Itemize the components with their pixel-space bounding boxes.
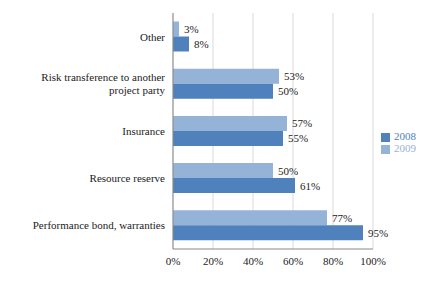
svg-text:3%: 3% — [184, 23, 199, 35]
svg-text:Risk transference to anotherpr: Risk transference to anotherproject part… — [41, 71, 165, 96]
svg-text:0%: 0% — [166, 255, 181, 267]
svg-text:Other: Other — [140, 31, 165, 43]
svg-text:100%: 100% — [360, 255, 386, 267]
svg-text:60%: 60% — [283, 255, 303, 267]
svg-text:40%: 40% — [243, 255, 263, 267]
svg-text:80%: 80% — [323, 255, 343, 267]
svg-text:20%: 20% — [203, 255, 223, 267]
svg-text:50%: 50% — [278, 165, 298, 177]
svg-text:61%: 61% — [300, 180, 320, 192]
html-text:2009: 2009 — [394, 142, 416, 154]
svg-text:55%: 55% — [288, 132, 308, 144]
svg-text:Insurance: Insurance — [122, 125, 165, 137]
svg-text:53%: 53% — [284, 70, 304, 82]
svg-text:77%: 77% — [332, 212, 352, 224]
svg-text:Resource reserve: Resource reserve — [90, 172, 166, 184]
svg-text:Performance bond, warranties: Performance bond, warranties — [33, 219, 165, 231]
svg-text:95%: 95% — [368, 227, 388, 239]
svg-text:8%: 8% — [194, 38, 209, 50]
svg-text:50%: 50% — [278, 85, 298, 97]
svg-text:57%: 57% — [292, 117, 312, 129]
html-text:2008: 2008 — [394, 130, 416, 142]
